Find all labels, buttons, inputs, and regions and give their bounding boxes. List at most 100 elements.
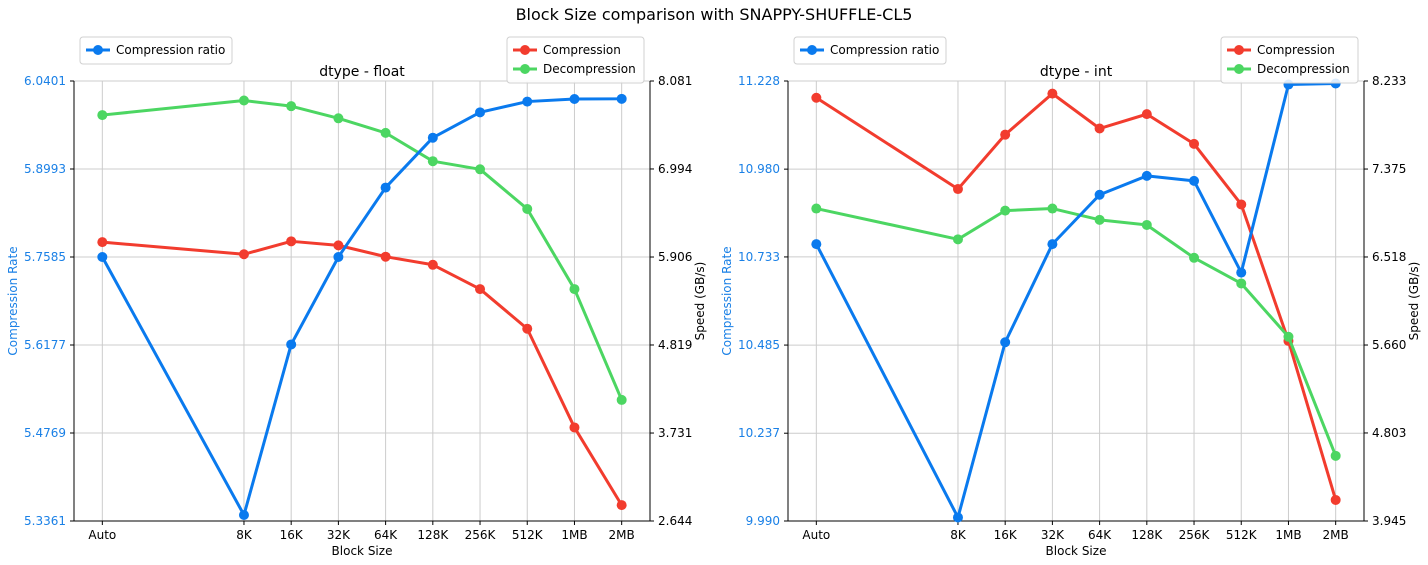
legend-label: Decompression [1257,62,1350,76]
right-tick-label: 6.994 [658,162,692,176]
series-line [102,99,624,401]
x-tick-label: 1MB [561,528,587,542]
data-point [475,107,486,118]
x-tick-label: 1MB [1275,528,1301,542]
chart-panel-2: 9.990 10.237 10.485 10.733 10.980 11.228 3.945… [720,36,1421,558]
legend-swatch-marker [1234,64,1244,74]
series-decompression [811,203,1341,461]
data-point [97,237,108,248]
data-point [1000,129,1011,140]
legend-swatch-marker [93,45,103,55]
x-tick-label: 512K [1226,528,1258,542]
x-tick-label: 8K [236,528,253,542]
data-point [569,94,580,104]
series-line [816,207,1338,457]
data-point [1094,214,1105,225]
right-tick-label: 7.375 [1372,162,1406,176]
panel-title: dtype - float [319,64,405,80]
x-tick-label: 64K [374,528,398,542]
data-point [1094,123,1105,134]
left-tick-label: 5.8993 [24,162,66,176]
data-point [522,96,533,107]
data-point [380,182,391,193]
data-point [952,234,963,245]
right-tick-label: 4.819 [658,338,692,352]
left-tick-label: 10.237 [738,426,780,440]
data-point [1189,252,1200,263]
data-point [952,184,963,195]
data-point [1236,267,1247,278]
legend: Compression Decompression [506,36,645,84]
data-point [238,95,249,106]
data-point [333,240,344,251]
x-tick-label: 128K [1131,528,1163,542]
x-tick-label: 128K [417,528,449,542]
data-point [1047,239,1058,250]
data-point [238,510,249,520]
legend-label: Decompression [543,62,636,76]
legend-frame [793,36,947,65]
data-point [97,252,108,262]
series-compression-ratio [811,78,1341,523]
legend-frame [79,36,233,65]
x-tick-label: 32K [327,528,351,542]
x-tick-label: 16K [280,528,304,542]
data-point [1283,331,1294,342]
legend-label: Compression [543,43,621,57]
x-tick-label: 2MB [609,528,635,542]
legend-label: Compression ratio [830,43,939,57]
right-tick-label: 2.644 [658,514,692,528]
series-decompression [97,95,627,405]
x-tick-label: 8K [950,528,967,542]
data-point [427,132,438,143]
series-line [102,239,623,506]
x-axis-label: Block Size [332,544,393,558]
x-axis-label: Block Size [1046,544,1107,558]
legend-swatch-marker [520,64,530,74]
data-point [1000,337,1011,348]
data-point [238,249,249,260]
figure-title: Block Size comparison with SNAPPY-SHUFFL… [516,5,913,24]
left-tick-label: 5.6177 [24,338,66,352]
series-compression [811,88,1341,505]
x-tick-label: 32K [1041,528,1065,542]
series-line [101,97,622,517]
data-point [811,203,822,214]
x-tick-label: 256K [1179,528,1211,542]
data-point [1094,189,1105,200]
data-point [286,101,297,112]
left-tick-label: 5.4769 [24,426,66,440]
data-point [952,512,963,523]
data-point [333,113,344,124]
left-tick-label: 5.7585 [24,250,66,264]
data-point [1047,88,1058,99]
data-point [380,127,391,138]
legend-swatch-marker [1234,45,1244,55]
x-tick-label: 2MB [1323,528,1349,542]
data-point [427,259,438,270]
left-tick-label: 11.228 [738,74,780,88]
data-point [475,164,486,175]
data-point [569,284,580,295]
panel-title: dtype - int [1040,64,1113,80]
left-axis-label: Compression Rate [720,246,734,355]
left-tick-label: 10.733 [738,250,780,264]
legend-label: Compression [1257,43,1335,57]
legend-label: Compression ratio [116,43,225,57]
data-point [1000,205,1011,216]
right-axis-label: Speed (GB/s) [1407,262,1421,341]
right-tick-label: 3.945 [1372,514,1406,528]
data-point [380,251,391,262]
data-point [1141,219,1152,230]
series-line [814,81,1336,519]
left-tick-label: 5.3361 [24,514,66,528]
x-tick-label: 64K [1088,528,1112,542]
left-tick-label: 10.485 [738,338,780,352]
left-tick-label: 6.0401 [24,74,66,88]
data-point [1330,494,1341,505]
data-point [522,323,533,334]
data-point [616,93,627,104]
right-tick-label: 6.518 [1372,250,1406,264]
data-point [286,339,297,350]
x-tick-label: Auto [88,528,116,542]
